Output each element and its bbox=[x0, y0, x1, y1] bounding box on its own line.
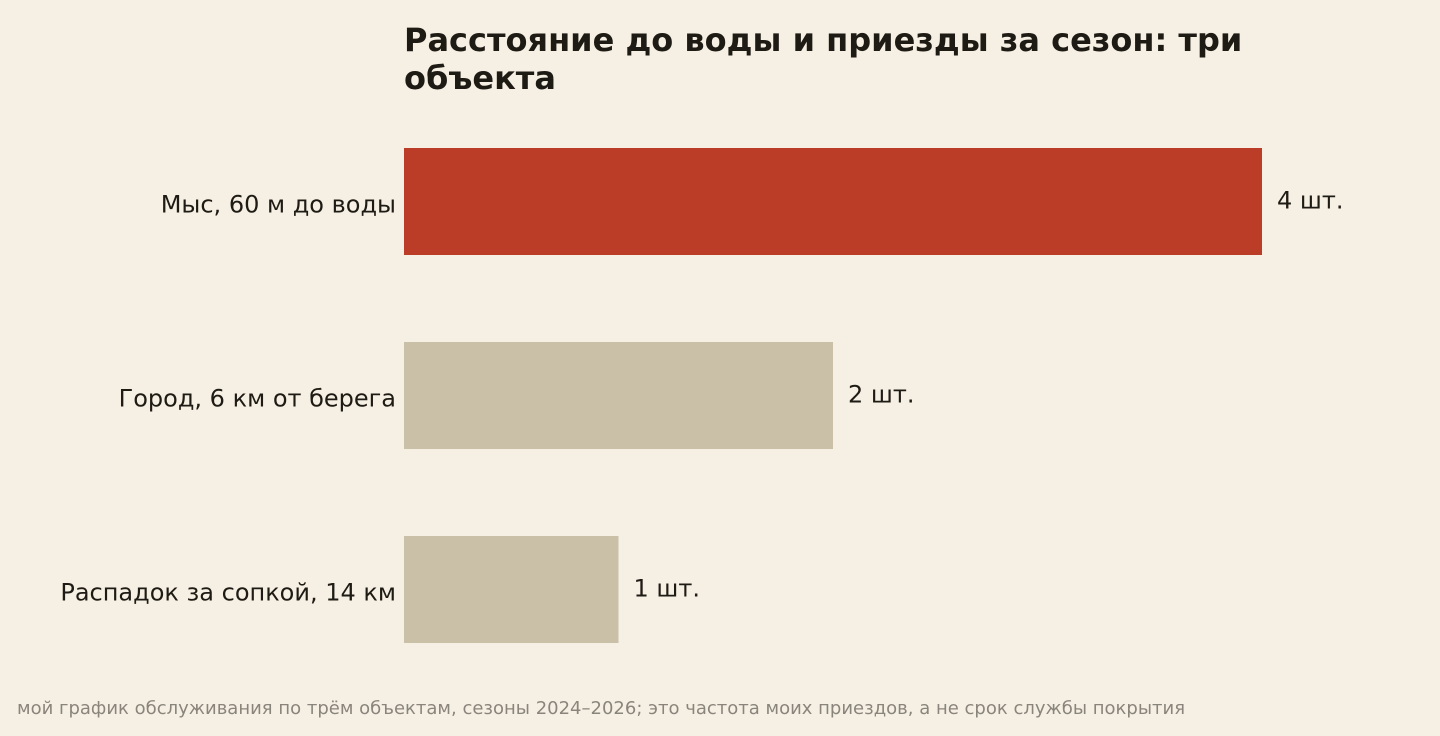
value-label-3: 1 шт. bbox=[634, 575, 700, 603]
value-label-1: 4 шт. bbox=[1277, 187, 1343, 215]
chart-title-line-1: Расстояние до воды и приезды за сезон: т… bbox=[404, 21, 1242, 59]
chart-footnote: мой график обслуживания по трём объектам… bbox=[17, 698, 1185, 719]
category-label-3: Распадок за сопкой, 14 км bbox=[60, 579, 396, 607]
category-label-2: Город, 6 км от берега bbox=[119, 385, 396, 413]
bar-1 bbox=[404, 148, 1262, 255]
bar-2 bbox=[404, 342, 833, 449]
chart-title-line-2: объекта bbox=[404, 59, 556, 97]
category-label-1: Мыс, 60 м до воды bbox=[161, 191, 396, 219]
value-label-2: 2 шт. bbox=[848, 381, 914, 409]
chart-title: Расстояние до воды и приезды за сезон: т… bbox=[404, 21, 1242, 97]
bars-group: Мыс, 60 м до воды 4 шт. Город, 6 км от бер… bbox=[60, 148, 1343, 643]
bar-3 bbox=[404, 536, 619, 643]
